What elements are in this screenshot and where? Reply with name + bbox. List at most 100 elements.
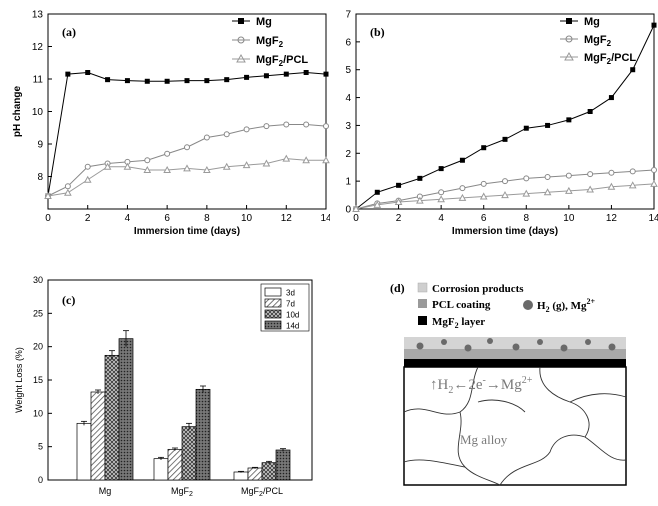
bar-3d-mgf2-pcl <box>233 471 249 481</box>
chart-a-point-mgf2-pcl <box>64 188 72 196</box>
corrosion-products-layer <box>404 337 626 349</box>
legend-c-box <box>260 283 310 332</box>
bar-14d-mgf2 <box>195 388 211 481</box>
chart-a: 0 2 4 6 8 10 12 14 8 9 10 11 12 13 Immersion time (day… <box>12 10 330 238</box>
chart-b-point-mgf2-pcl <box>437 195 445 203</box>
chart-b-y-tick-label: 5 <box>345 65 351 76</box>
chart-a-point-mgf2 <box>144 157 151 164</box>
legend-a-mg: Mg <box>256 16 272 28</box>
chart-a-x-tick-label: 2 <box>85 213 91 224</box>
chart-b-point-mgf2-pcl <box>352 204 360 212</box>
legend-c-swatch-14d <box>264 320 282 330</box>
chart-b-point-mg <box>417 175 423 181</box>
chart-a-point-mg <box>224 77 230 83</box>
chart-b-point-mgf2-pcl <box>479 192 488 200</box>
chart-a-y-tick-label: 9 <box>37 140 43 151</box>
chart-b-point-mgf2-pcl <box>607 182 616 190</box>
legend-c-swatch-7d <box>264 298 282 308</box>
chart-a-point-mg <box>144 78 150 84</box>
legend-b-mgf2: MgF2 <box>584 34 612 48</box>
bar-category-mgf2pcl: MgF2/PCL <box>241 486 283 498</box>
chart-a-point-mgf2-pcl <box>203 165 211 173</box>
corrosion-products-label: Corrosion products <box>432 283 524 295</box>
chart-b-x-tick-label: 6 <box>481 213 487 224</box>
chart-c-y-tick-label: 25 <box>33 308 43 318</box>
legend-c-label-10d: 10d <box>286 311 299 320</box>
chart-b-point-mgf2 <box>480 180 487 187</box>
chart-a-point-mgf2-pcl <box>143 165 152 173</box>
chart-a-point-mg <box>184 78 190 84</box>
chart-b-point-mgf2 <box>565 172 572 179</box>
bar-14d-mg <box>118 338 134 481</box>
legend-c-label-7d: 7d <box>286 300 295 309</box>
chart-a-point-mg <box>105 77 111 83</box>
bar-3d-mg <box>76 422 92 481</box>
chart-a-point-mgf2-pcl <box>44 191 52 199</box>
chart-c: 0 5 10 15 20 25 30 Weight Loss (%) 3d 7d 10d 14d (c… <box>14 275 313 498</box>
chart-a-point-mgf2 <box>243 126 250 133</box>
bar-10d-mgf2-pcl <box>261 462 277 481</box>
mgf2-layer-swatch <box>418 316 427 325</box>
chart-a-point-mgf2-pcl <box>262 159 271 167</box>
legend-a: Mg MgF2 MgF2/PCL <box>232 16 308 68</box>
chart-c-y-tick-label: 10 <box>33 408 43 418</box>
chart-a-point-mg <box>283 71 289 77</box>
chart-b-plot-frame <box>355 13 655 210</box>
chart-b-point-mgf2-pcl <box>628 181 637 189</box>
chart-b-point-mgf2-pcl <box>458 193 467 201</box>
chart-a-y-tick-label: 11 <box>33 75 44 86</box>
chart-b-point-mgf2 <box>502 178 508 185</box>
chart-a-point-mg <box>164 78 170 84</box>
chart-b-point-mgf2 <box>608 169 615 176</box>
mgf2-layer-label: MgF2 layer <box>432 316 485 330</box>
legend-a-mgf2pcl: MgF2/PCL <box>256 54 308 68</box>
chart-a-point-mgf2 <box>184 144 190 151</box>
chart-c-y-tick-label: 0 <box>38 475 43 485</box>
chart-b-x-tick-label: 14 <box>648 213 658 224</box>
panel-label-a: (a) <box>62 25 76 39</box>
chart-b-point-mg <box>481 145 487 151</box>
chart-a-point-mgf2-pcl <box>322 156 330 164</box>
chart-b-point-mgf2 <box>523 175 530 182</box>
pcl-coating-label: PCL coating <box>432 299 491 311</box>
chart-b-y-tick-label: 7 <box>345 10 351 21</box>
chart-a-y-tick-label: 13 <box>32 10 44 21</box>
chart-a-x-tick-label: 4 <box>125 213 131 224</box>
chart-a-point-mgf2 <box>283 121 290 128</box>
legend-b-mg: Mg <box>584 16 600 28</box>
chart-b-point-mgf2-pcl <box>522 189 531 197</box>
chart-b-point-mg <box>502 136 508 142</box>
chart-a-x-tick-label: 14 <box>320 213 330 224</box>
chart-b-point-mg <box>651 22 657 28</box>
chart-b-y-axis-label: Hydrogen Gas evaluation (cc) <box>330 41 331 182</box>
bar-10d-mg <box>104 354 120 481</box>
bar-category-labels: Mg MgF2 MgF2/PCL <box>99 486 283 498</box>
chart-b-x-tick-label: 10 <box>563 213 575 224</box>
chart-b-point-mgf2 <box>438 189 445 196</box>
chart-a-point-mgf2-pcl <box>103 162 112 170</box>
reaction-text: ↑H2←2e-→Mg2+ <box>430 375 533 396</box>
chart-a-point-mgf2-pcl <box>222 162 231 170</box>
chart-b-y-tick-label: 6 <box>345 37 351 48</box>
gas-label: H2 (g), Mg2+ <box>537 297 596 314</box>
panel-label-d: (d) <box>390 281 405 295</box>
chart-a-point-mgf2 <box>303 121 310 128</box>
chart-a-x-tick-label: 0 <box>45 213 51 224</box>
chart-a-point-mgf2 <box>64 183 71 190</box>
chart-a-point-mgf2-pcl <box>183 164 191 172</box>
chart-b-point-mg <box>608 95 614 101</box>
bar-7d-mgf2-pcl <box>247 467 263 481</box>
mgf2-layer <box>404 359 626 367</box>
chart-a-point-mgf2-pcl <box>163 165 171 173</box>
chart-a-point-mg <box>263 73 269 79</box>
chart-c-y-tick-label: 30 <box>33 275 43 285</box>
chart-a-point-mgf2-pcl <box>123 162 132 170</box>
pcl-coating-swatch <box>418 299 427 308</box>
bar-14d-mgf2-pcl <box>275 449 291 481</box>
chart-a-x-tick-label: 10 <box>241 213 253 224</box>
chart-b-point-mgf2 <box>544 173 551 180</box>
chart-a-point-mg <box>124 78 130 84</box>
chart-b-point-mgf2 <box>459 185 466 192</box>
bar-7d-mgf2 <box>167 448 183 481</box>
chart-c-y-tick-label: 5 <box>38 442 43 452</box>
